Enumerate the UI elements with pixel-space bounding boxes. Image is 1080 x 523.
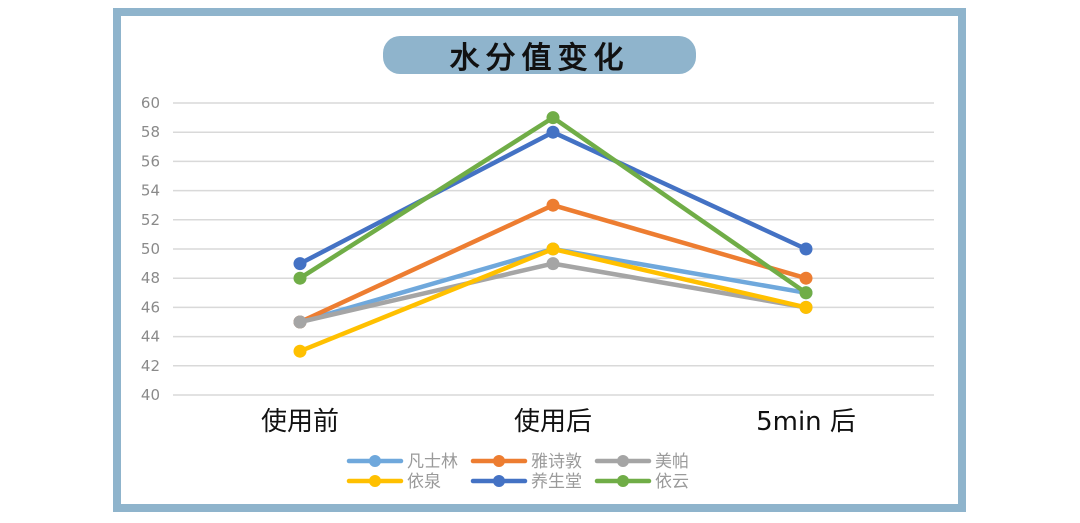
- y-tick-label: 42: [141, 357, 160, 375]
- series-3: [293, 242, 813, 358]
- data-point: [546, 242, 560, 256]
- legend-label: 依泉: [407, 472, 441, 492]
- y-tick-label: 60: [141, 94, 160, 112]
- data-point: [546, 125, 560, 139]
- y-tick-label: 44: [141, 328, 160, 346]
- series-4: [293, 125, 813, 271]
- y-tick-label: 48: [141, 269, 160, 287]
- x-tick-label: 使用前: [261, 407, 339, 437]
- data-point: [546, 198, 560, 212]
- data-point: [293, 257, 307, 271]
- data-point: [799, 271, 813, 285]
- x-tick-label: 5min 后: [756, 407, 856, 437]
- data-point: [293, 344, 307, 358]
- y-tick-label: 46: [141, 298, 160, 316]
- y-tick-label: 56: [141, 152, 160, 170]
- legend-label: 雅诗敦: [531, 452, 582, 472]
- data-point: [546, 111, 560, 125]
- legend-item: 养生堂: [470, 472, 582, 492]
- chart-frame: [113, 8, 966, 512]
- legend-label: 养生堂: [531, 472, 582, 492]
- y-tick-label: 54: [141, 182, 160, 200]
- chart-title-pill: 水分值变化: [383, 36, 696, 76]
- legend-item: 雅诗敦: [470, 452, 582, 472]
- legend-label: 依云: [655, 472, 689, 492]
- data-point: [293, 315, 307, 329]
- series-5: [293, 111, 813, 300]
- legend-label: 美帕: [655, 452, 689, 472]
- legend-item: 依云: [594, 472, 689, 492]
- series-lines: [293, 111, 813, 358]
- data-point: [546, 257, 560, 271]
- data-point: [799, 286, 813, 300]
- data-point: [799, 242, 813, 256]
- legend-item: 凡士林: [346, 452, 458, 472]
- y-tick-label: 58: [141, 123, 160, 141]
- data-point: [293, 271, 307, 285]
- data-point: [799, 300, 813, 314]
- legend-item: 依泉: [346, 472, 441, 492]
- x-axis-labels: 使用前 使用后 5min 后: [261, 407, 856, 437]
- legend-label: 凡士林: [407, 452, 458, 472]
- legend-item: 美帕: [594, 452, 689, 472]
- y-tick-label: 52: [141, 211, 160, 229]
- chart-title: 水分值变化: [449, 41, 630, 76]
- y-axis-ticks: 60 58 56 54 52 50 48 46 44 42 40: [141, 94, 160, 404]
- x-tick-label: 使用后: [514, 407, 592, 437]
- y-tick-label: 50: [141, 240, 160, 258]
- y-tick-label: 40: [141, 386, 160, 404]
